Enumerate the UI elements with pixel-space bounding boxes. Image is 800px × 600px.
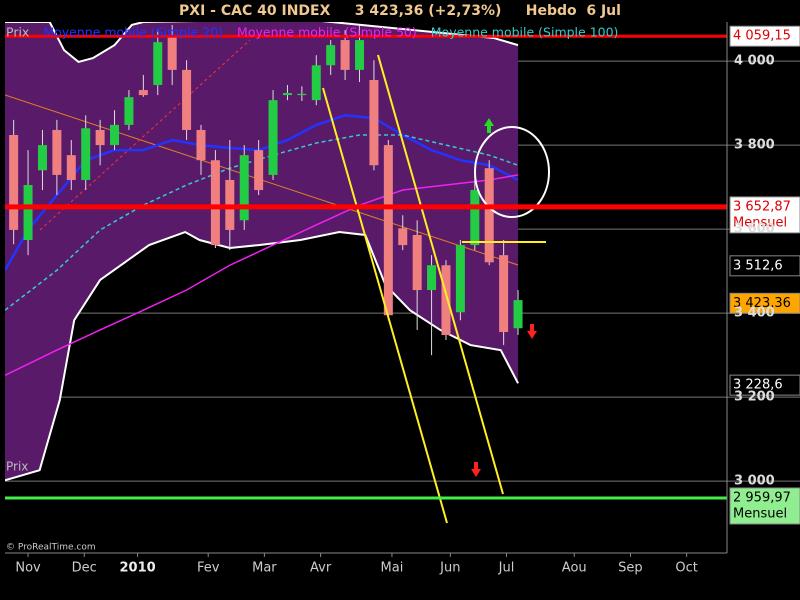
candle-body <box>383 145 393 316</box>
candle-body <box>484 168 494 263</box>
price-label: 3 228,6 <box>733 378 783 393</box>
x-tick-label: Mai <box>381 561 404 576</box>
price-label: 2 959,97 <box>733 490 791 505</box>
x-tick-label: Oct <box>675 561 697 576</box>
legend-entry: Moyenne mobile (Simple 100) <box>431 25 619 40</box>
price-label: 3 423,36 <box>733 296 791 311</box>
price-box <box>729 292 800 314</box>
price-box <box>729 196 800 234</box>
candle-body <box>124 97 134 125</box>
x-tick-label: Sep <box>618 561 643 576</box>
price-label: 4 059,15 <box>733 29 791 44</box>
pane-label: Prix <box>6 460 28 474</box>
candle-body <box>167 35 177 70</box>
candle-body <box>138 90 148 96</box>
y-tick-label: 4 000 <box>734 54 775 69</box>
candle-body <box>95 129 105 146</box>
candle-body <box>427 265 437 291</box>
trend-line <box>39 39 251 231</box>
legend-entry: Moyenne mobile (Simple 20) <box>43 25 223 40</box>
x-tick-label: Jun <box>439 561 460 576</box>
watermark: © ProRealTime.com <box>6 543 96 553</box>
annotations <box>322 54 550 524</box>
candle-body <box>441 265 451 335</box>
x-tick-label: Dec <box>72 561 97 576</box>
candle-body <box>239 155 249 221</box>
x-tick-label: Jul <box>498 561 515 576</box>
price-box <box>729 374 800 396</box>
down-arrow <box>471 462 481 477</box>
band-lower <box>5 230 519 482</box>
chart-title: PXI - CAC 40 INDEX 3 423,36 (+2,73%) Heb… <box>179 3 621 19</box>
price-label: 3 512,6 <box>733 258 783 273</box>
candle-body <box>81 128 91 180</box>
candle-body <box>412 234 422 291</box>
candle-body <box>182 69 192 130</box>
x-tick-label: 2010 <box>119 561 155 576</box>
y-tick-label: 3 600 <box>734 222 775 237</box>
candle-body <box>340 40 350 70</box>
candle-body <box>110 124 120 146</box>
bollinger <box>5 22 519 482</box>
candle-body <box>513 300 523 329</box>
candle-body <box>268 100 278 175</box>
up-arrow <box>484 118 494 133</box>
price-box <box>729 25 800 47</box>
trend-line <box>322 87 448 524</box>
trend-line <box>377 54 504 495</box>
candle-body <box>9 135 19 230</box>
candle-body <box>326 45 336 66</box>
candle-body <box>196 129 206 161</box>
x-tick-label: Nov <box>15 561 41 576</box>
band-upper <box>5 22 519 64</box>
candle-body <box>153 42 163 86</box>
candle-body <box>455 245 465 313</box>
legend-entry: Prix <box>6 25 29 40</box>
legend-entry: Moyenne mobile (Simple 50) <box>237 25 417 40</box>
candle-body <box>37 145 47 171</box>
candle-body <box>210 160 220 246</box>
candle-body <box>52 129 62 175</box>
price-note: Mensuel <box>733 215 787 230</box>
price-box <box>729 255 800 277</box>
candles <box>9 24 523 356</box>
candle-body <box>499 255 509 333</box>
price-note: Mensuel <box>733 506 787 521</box>
candle-body <box>254 150 264 191</box>
moving-average <box>5 134 519 311</box>
candle-body <box>311 65 321 101</box>
y-tick-label: 3 200 <box>734 390 775 405</box>
price-box <box>729 487 800 525</box>
x-tick-label: Mar <box>252 561 277 576</box>
circle <box>474 126 550 218</box>
x-tick-label: Fev <box>197 561 220 576</box>
candle-body <box>398 228 408 246</box>
candle-body <box>297 93 307 96</box>
y-tick-label: 3 800 <box>734 138 775 153</box>
y-tick-label: 3 000 <box>734 474 775 489</box>
moving-average <box>5 174 519 376</box>
down-arrow <box>527 324 537 339</box>
candle-body <box>23 184 33 241</box>
x-tick-label: Aou <box>562 561 587 576</box>
candle-body <box>66 155 76 180</box>
y-tick-label: 3 400 <box>734 306 775 321</box>
candle-body <box>369 79 379 166</box>
candle-body <box>470 190 480 246</box>
x-tick-label: Avr <box>310 561 332 576</box>
band-fill <box>5 22 519 481</box>
candle-body <box>355 40 365 70</box>
price-label: 3 652,87 <box>733 199 791 214</box>
legend: Prix Moyenne mobile (Simple 20) Moyenne mo… <box>6 25 618 40</box>
candle-body <box>282 92 292 96</box>
